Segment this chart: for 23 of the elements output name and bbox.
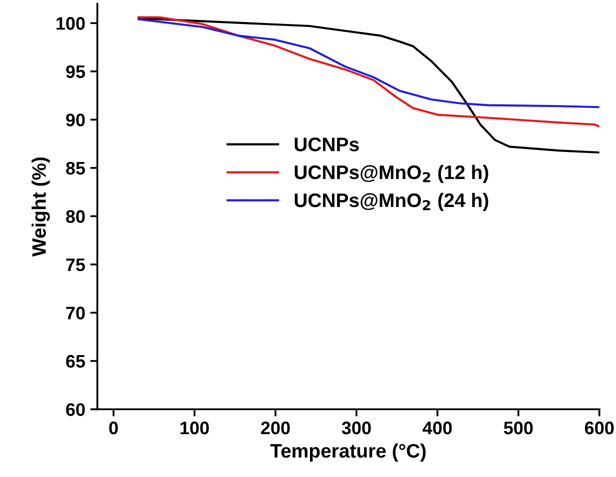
legend-label: UCNPs — [294, 138, 359, 152]
x-tick-label: 0 — [109, 422, 118, 434]
y-tick-label: 85 — [66, 162, 86, 175]
y-axis-title: Weight (%) — [32, 157, 50, 257]
y-tick-label: 90 — [66, 114, 85, 126]
y-tick-label: 70 — [66, 306, 85, 320]
line-series — [138, 16, 600, 128]
y-tick-label: 95 — [66, 65, 86, 78]
x-tick-label: 600 — [584, 422, 614, 434]
line-series — [138, 18, 600, 108]
y-tick-label: 65 — [66, 354, 86, 368]
y-tick-label: 60 — [66, 403, 85, 416]
legend-label: UCNPs@MnO$_{2}$ (24 h) — [294, 192, 488, 212]
x-tick-label: 300 — [342, 422, 371, 434]
x-tick-label: 500 — [504, 422, 533, 434]
x-axis-title: Temperature (°C) — [270, 443, 426, 462]
y-tick-label: 100 — [56, 17, 85, 30]
y-tick-label: 80 — [66, 210, 85, 223]
x-tick-label: 400 — [422, 422, 452, 434]
x-tick-label: 100 — [180, 422, 209, 434]
x-tick-label: 200 — [261, 422, 290, 434]
legend-label: UCNPs@MnO$_{2}$ (12 h) — [294, 164, 488, 184]
y-tick-label: 75 — [66, 258, 86, 272]
